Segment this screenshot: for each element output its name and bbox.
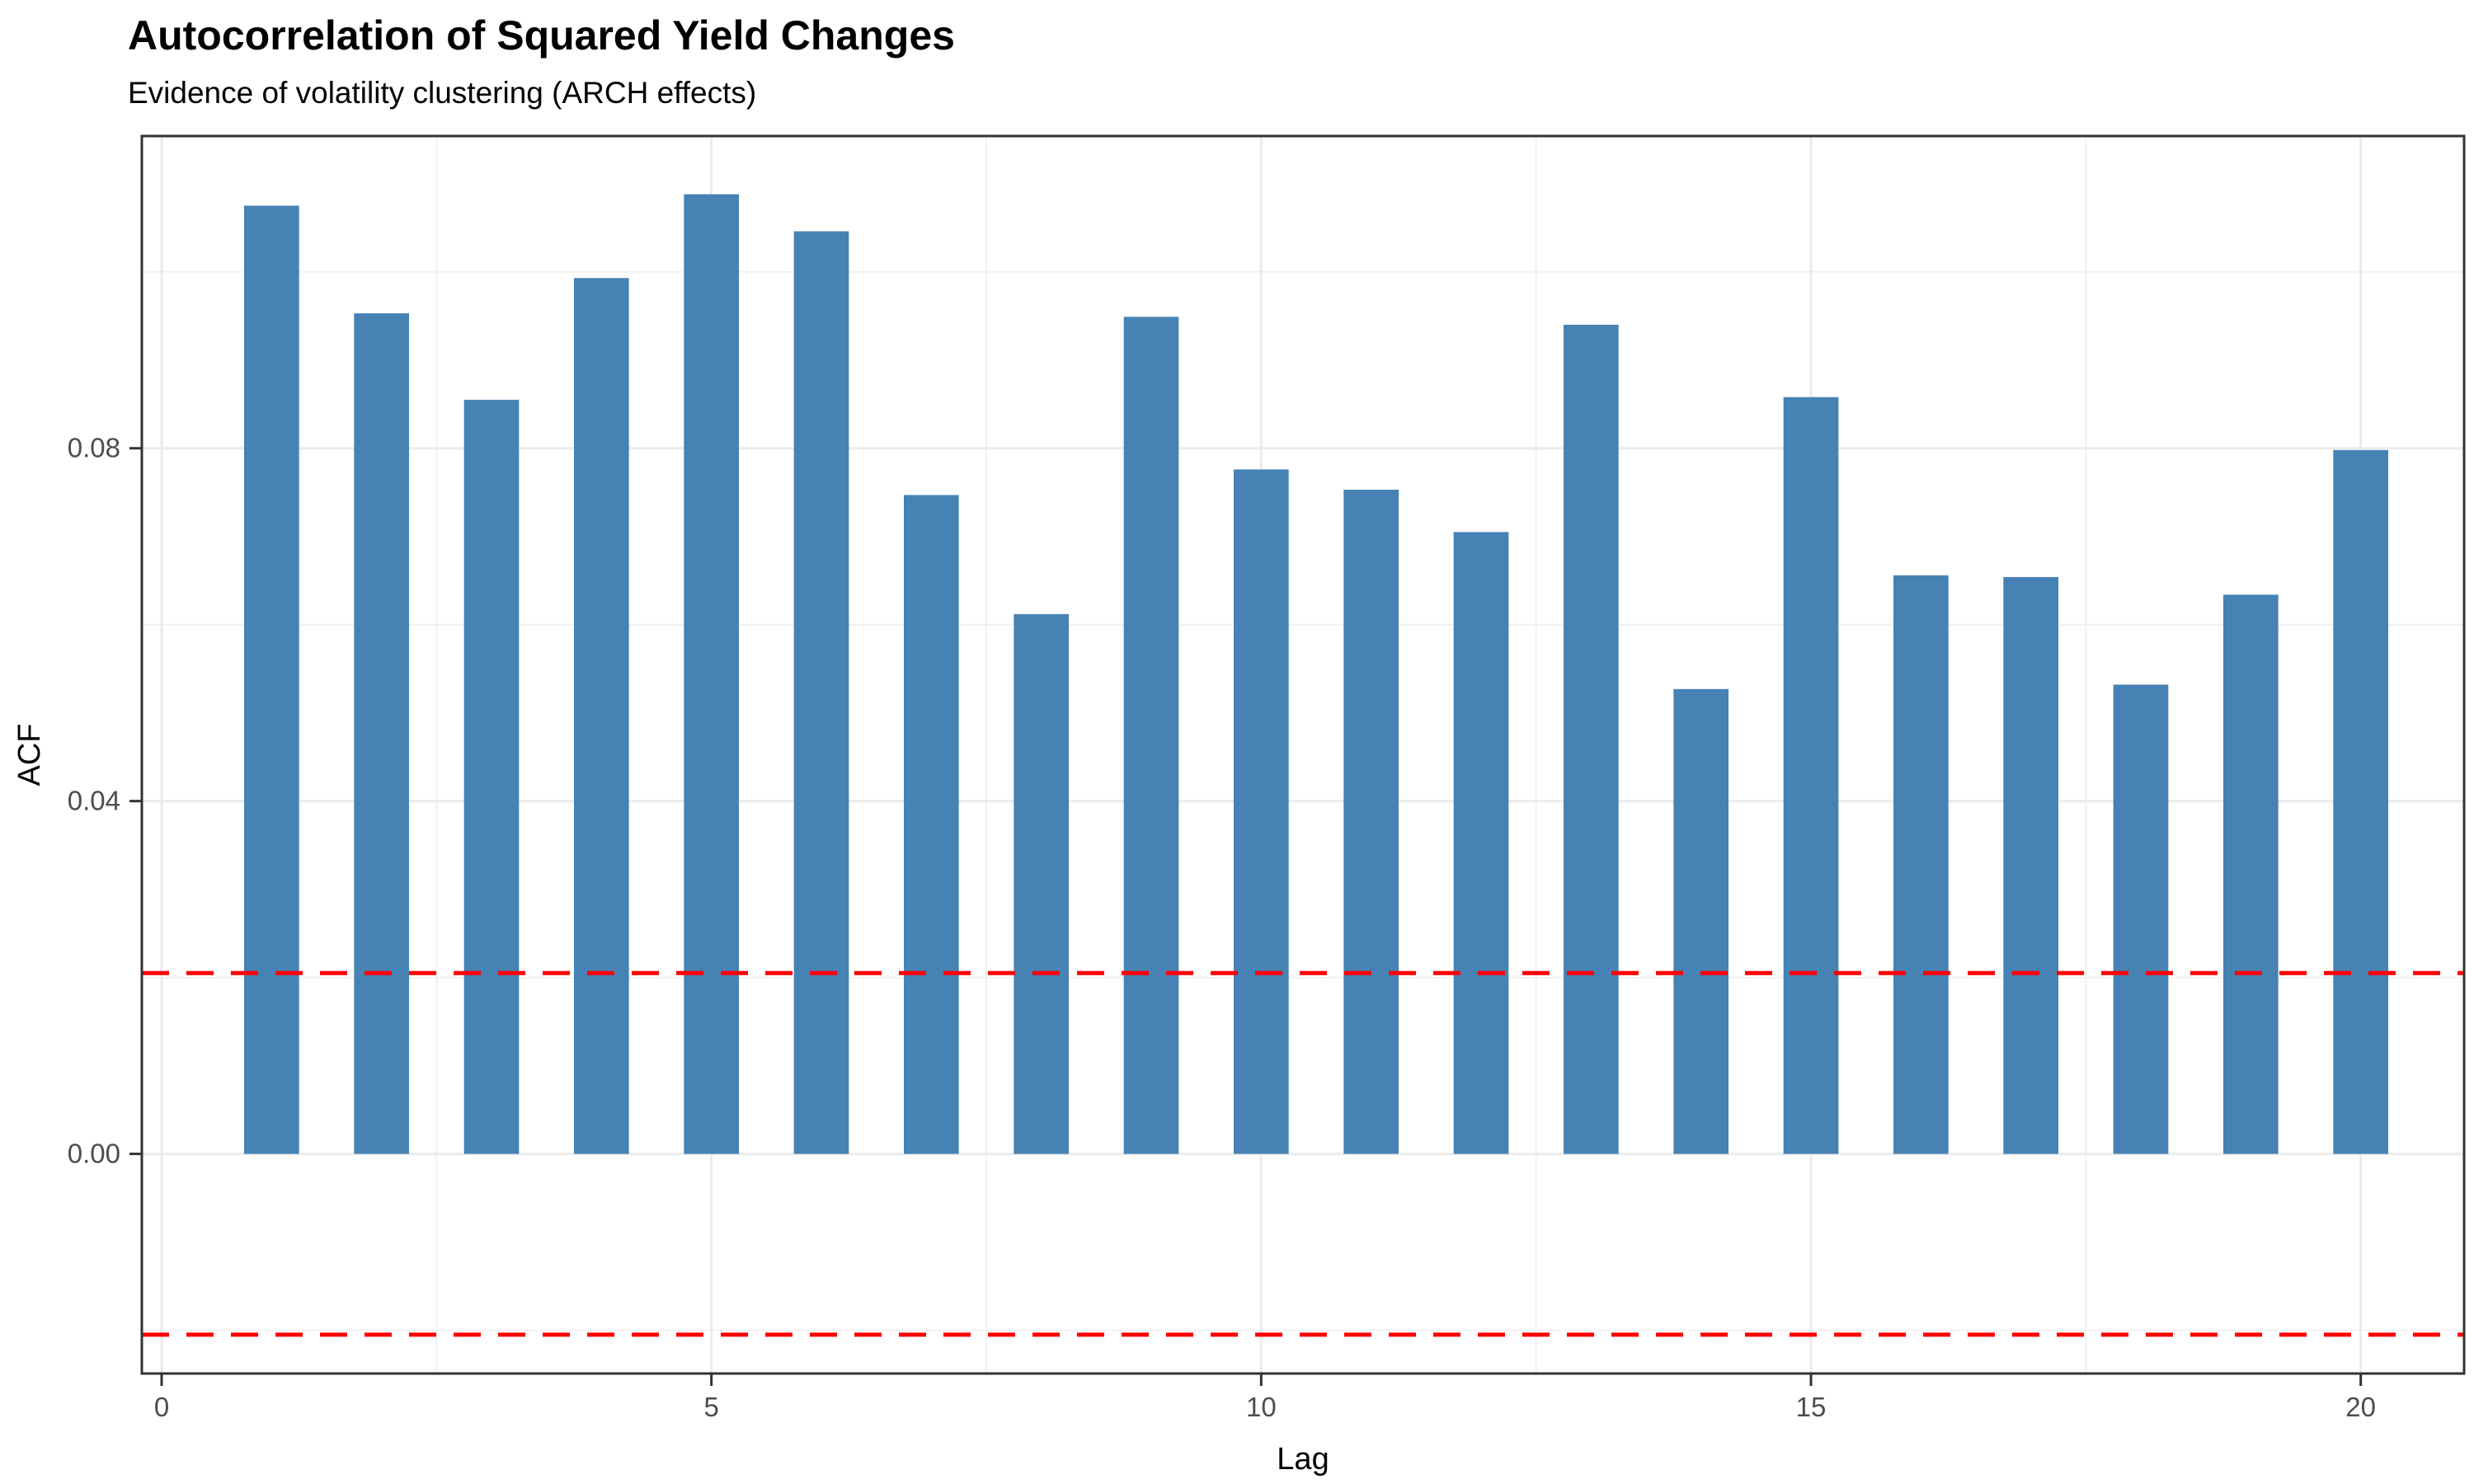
- bar-lag-16: [1893, 575, 1949, 1154]
- bar-lag-2: [354, 313, 409, 1154]
- bar-lag-10: [1234, 469, 1289, 1154]
- bar-lag-19: [2223, 594, 2279, 1154]
- bar-lag-8: [1014, 613, 1069, 1154]
- bar-lag-15: [1783, 397, 1839, 1154]
- bar-lag-12: [1453, 532, 1509, 1154]
- bar-lag-1: [244, 205, 299, 1154]
- bar-lag-13: [1564, 324, 1619, 1154]
- y-axis-tick-label: 0.04: [68, 786, 120, 816]
- bar-lag-17: [2003, 576, 2058, 1154]
- x-axis-tick-label: 15: [1796, 1392, 1827, 1422]
- x-axis-tick-label: 5: [703, 1392, 718, 1422]
- bar-lag-7: [904, 495, 959, 1154]
- bar-lag-18: [2113, 684, 2169, 1154]
- chart-subtitle: Evidence of volatility clustering (ARCH …: [128, 76, 757, 110]
- y-axis-tick-label: 0.08: [68, 433, 120, 463]
- bar-lag-20: [2333, 449, 2388, 1154]
- x-axis-tick-label: 0: [154, 1392, 169, 1422]
- bar-lag-3: [463, 399, 520, 1154]
- bar-lag-11: [1343, 490, 1399, 1154]
- x-axis-tick-label: 20: [2345, 1392, 2376, 1422]
- y-axis-title: ACF: [12, 724, 47, 787]
- bar-lag-5: [684, 194, 739, 1154]
- bar-lag-14: [1673, 688, 1729, 1154]
- panel-border: [140, 134, 2466, 1375]
- bar-lag-4: [574, 278, 629, 1154]
- bar-lag-6: [793, 231, 849, 1154]
- y-axis-tick-label: 0.00: [68, 1139, 120, 1169]
- x-axis-tick-label: 10: [1246, 1392, 1277, 1422]
- chart-title: Autocorrelation of Squared Yield Changes: [128, 12, 955, 59]
- x-axis-title: Lag: [1277, 1442, 1329, 1477]
- bar-lag-9: [1123, 317, 1179, 1154]
